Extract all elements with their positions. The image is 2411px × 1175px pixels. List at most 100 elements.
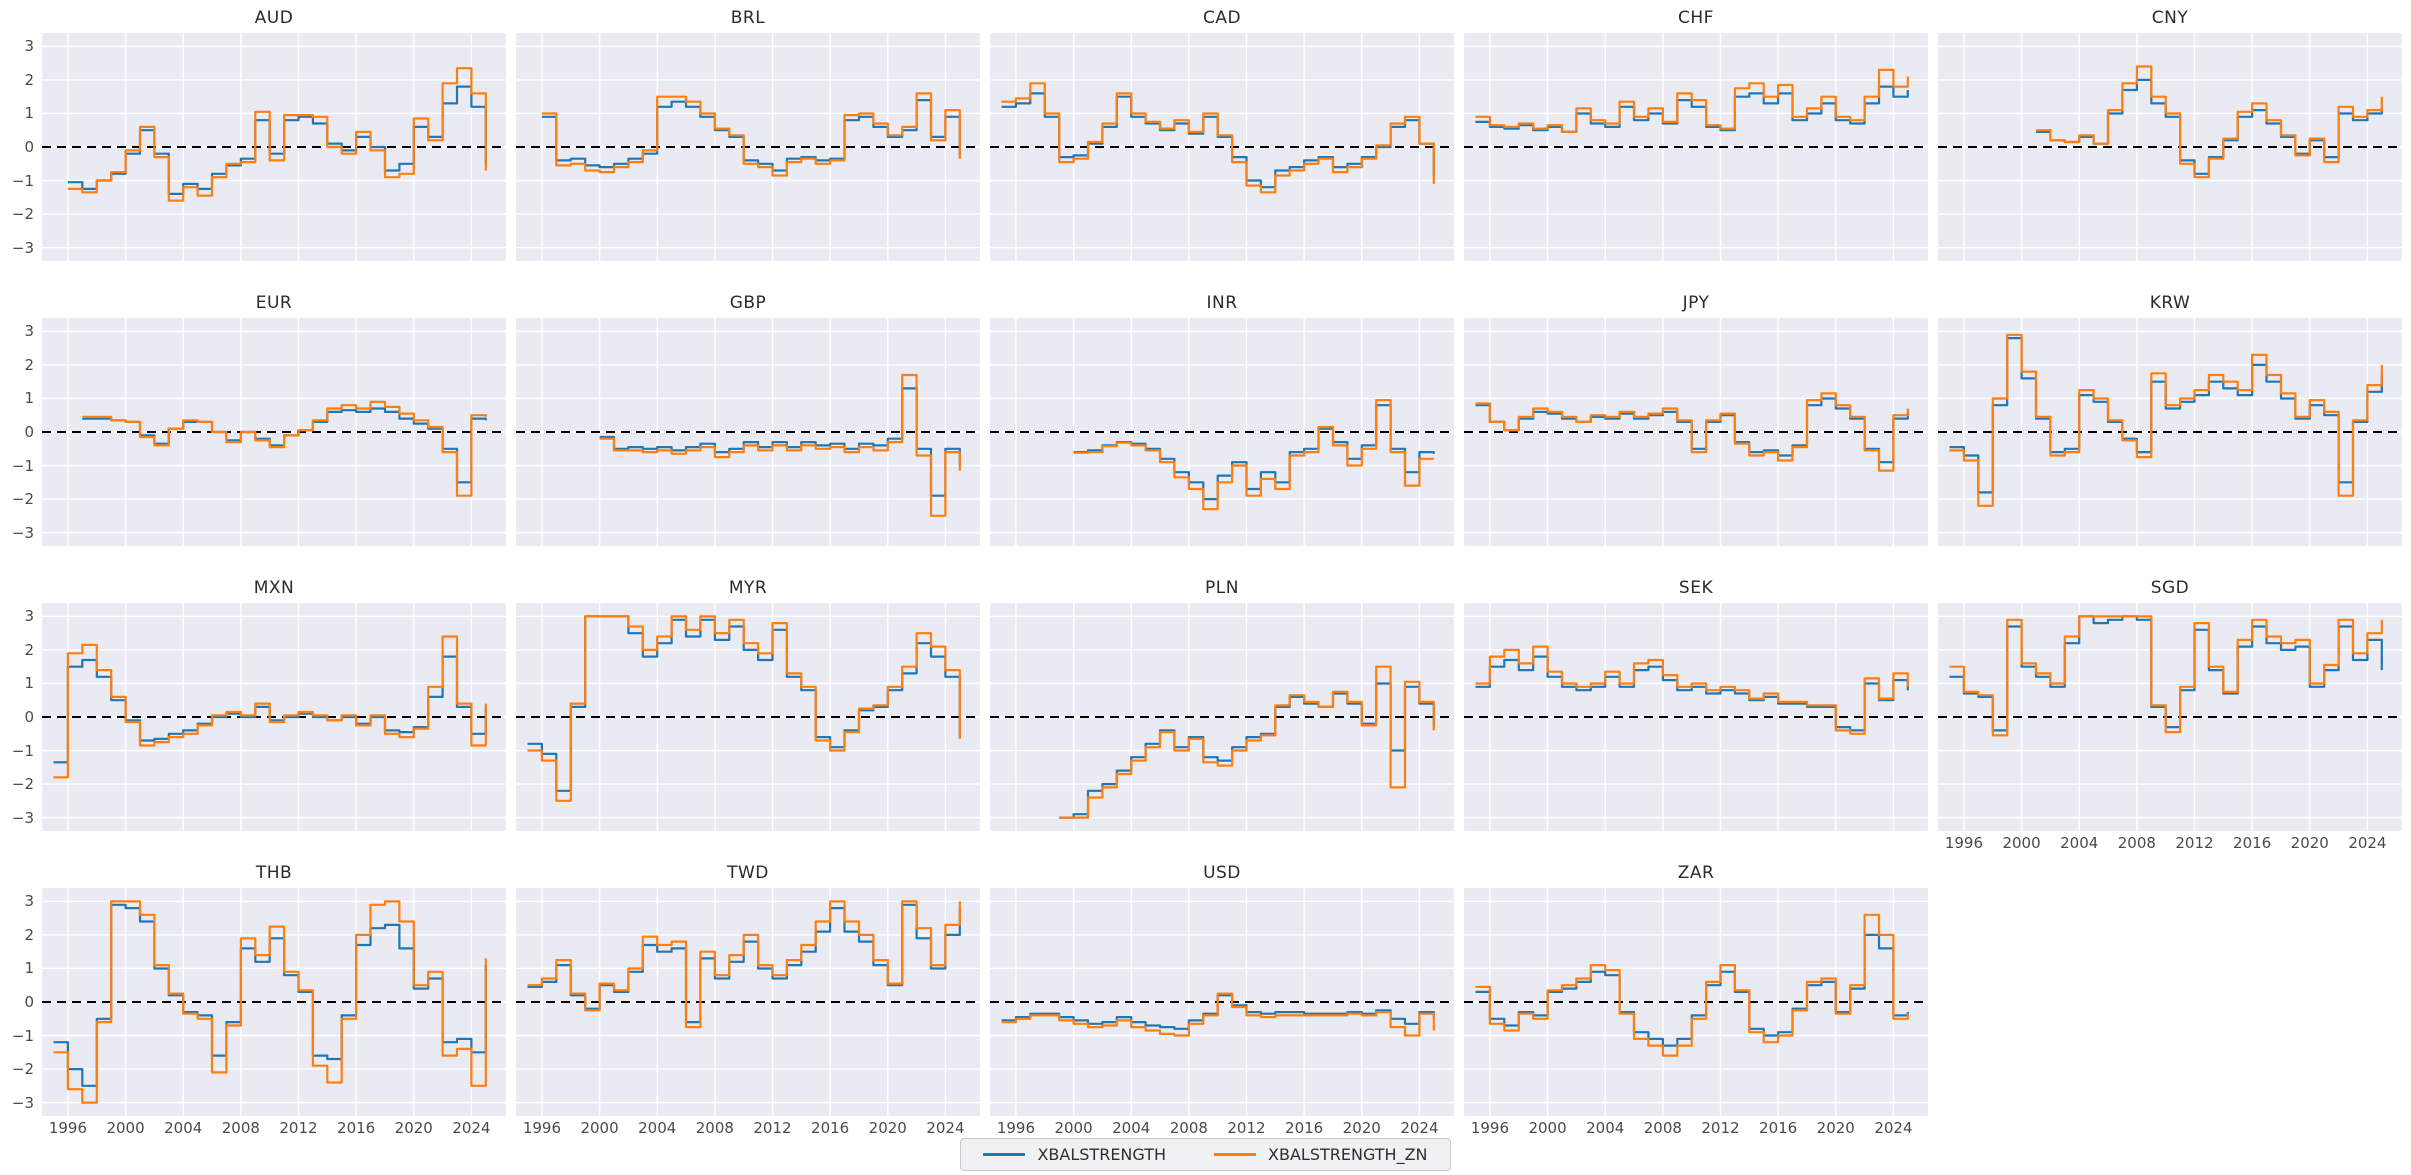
- x-tick-label: 2004: [638, 1119, 677, 1137]
- chart-canvas: [516, 888, 980, 1116]
- x-axis-labels: [516, 261, 980, 281]
- series-line-xbalstrength: [1950, 338, 2382, 492]
- x-tick-label: 2024: [926, 1119, 965, 1137]
- y-tick-label: 1: [24, 674, 34, 693]
- series-line-xbalstrength_zn: [1476, 915, 1908, 1056]
- plot-area: [516, 33, 980, 261]
- charts-grid: AUD 3 2 1 0 −1 −2 −3 BRL CAD CHF CNY EUR 3 2 1 0 −1 −2 −3 GB…: [11, 2, 2402, 1137]
- chart-title: INR: [1206, 293, 1238, 313]
- chart-title: TWD: [727, 863, 769, 883]
- plot-area: [990, 603, 1454, 831]
- chart-canvas: [1464, 33, 1928, 261]
- plot-area: [516, 603, 980, 831]
- series-line-xbalstrength_zn: [1074, 400, 1434, 509]
- y-tick-label: −3: [11, 1093, 34, 1112]
- x-axis-labels: [1464, 261, 1928, 281]
- plot-area: [990, 33, 1454, 261]
- chart-title: KRW: [2149, 293, 2191, 313]
- legend-item-xbalstrength-zn: XBALSTRENGTH_ZN: [1214, 1145, 1428, 1164]
- plot-area: [1938, 603, 2402, 831]
- series-line-xbalstrength_zn: [528, 616, 960, 800]
- chart-title: PLN: [1205, 578, 1239, 598]
- chart-panel-jpy: JPY: [1464, 287, 1928, 572]
- y-tick-label: −3: [11, 808, 34, 827]
- x-axis-labels: [990, 831, 1454, 851]
- chart-title: CHF: [1678, 8, 1714, 28]
- legend-label: XBALSTRENGTH: [1037, 1145, 1167, 1164]
- x-axis-labels: 1996 2000 2004 2008 2012 2016 2020 2024: [1464, 1116, 1928, 1137]
- chart-panel-aud: AUD 3 2 1 0 −1 −2 −3: [12, 2, 506, 287]
- plot-area: [990, 318, 1454, 546]
- x-tick-label: 2024: [452, 1119, 491, 1137]
- y-tick-label: 3: [24, 607, 34, 626]
- legend: XBALSTRENGTH XBALSTRENGTH_ZN: [960, 1138, 1451, 1171]
- chart-canvas: [516, 603, 980, 831]
- x-tick-label: 2016: [337, 1119, 376, 1137]
- plot-area: [516, 318, 980, 546]
- chart-canvas: [42, 33, 506, 261]
- chart-canvas: [1464, 603, 1928, 831]
- plot-area: [1464, 33, 1928, 261]
- plot-area: [1938, 33, 2402, 261]
- x-axis-labels: [1464, 546, 1928, 566]
- series-line-xbalstrength_zn: [600, 375, 960, 516]
- x-axis-labels: [990, 261, 1454, 281]
- series-line-xbalstrength: [68, 87, 486, 194]
- series-line-xbalstrength: [600, 388, 960, 495]
- series-line-xbalstrength_zn: [1002, 994, 1434, 1036]
- x-tick-label: 2020: [1342, 1119, 1381, 1137]
- y-tick-label: 3: [24, 37, 34, 56]
- chart-panel-usd: USD 1996 2000 2004 2008 2012 2016 2020 2024: [990, 857, 1454, 1137]
- y-tick-label: 3: [24, 322, 34, 341]
- x-tick-label: 2000: [2002, 834, 2041, 852]
- y-tick-label: −2: [11, 775, 34, 794]
- y-tick-label: −3: [11, 523, 34, 542]
- x-tick-label: 1996: [1944, 834, 1984, 852]
- chart-canvas: [990, 888, 1454, 1116]
- chart-canvas: [1938, 33, 2402, 261]
- y-tick-label: 2: [24, 640, 34, 659]
- chart-canvas: [1464, 318, 1928, 546]
- x-tick-label: 2000: [1528, 1119, 1567, 1137]
- chart-panel-gbp: GBP: [516, 287, 980, 572]
- series-line-xbalstrength_zn: [1950, 616, 2382, 735]
- plot-area: 3 2 1 0 −1 −2 −3: [12, 603, 506, 831]
- y-tick-label: −2: [11, 205, 34, 224]
- chart-panel-inr: INR: [990, 287, 1454, 572]
- x-axis-labels: 1996 2000 2004 2008 2012 2016 2020 2024: [516, 1116, 980, 1137]
- chart-canvas: [990, 603, 1454, 831]
- x-tick-label: 2024: [2348, 834, 2387, 852]
- x-tick-label: 1996: [996, 1119, 1036, 1137]
- plot-area: [990, 888, 1454, 1116]
- plot-area: [1464, 888, 1928, 1116]
- plot-area: [516, 888, 980, 1116]
- x-tick-label: 1996: [48, 1119, 88, 1137]
- chart-canvas: [42, 603, 506, 831]
- legend-label: XBALSTRENGTH_ZN: [1268, 1145, 1428, 1164]
- plot-area: 3 2 1 0 −1 −2 −3: [12, 888, 506, 1116]
- x-tick-label: 1996: [1470, 1119, 1510, 1137]
- chart-panel-thb: THB 3 2 1 0 −1 −2 −3 1996 2000 2004 2008 2012 2016 202…: [12, 857, 506, 1137]
- y-tick-label: 1: [24, 389, 34, 408]
- x-tick-label: 2004: [1112, 1119, 1151, 1137]
- series-line-xbalstrength: [1002, 93, 1434, 187]
- chart-title: BRL: [730, 8, 766, 28]
- chart-panel-sek: SEK: [1464, 572, 1928, 857]
- x-tick-label: 2000: [106, 1119, 145, 1137]
- y-tick-label: −1: [11, 456, 34, 475]
- x-tick-label: 2024: [1400, 1119, 1439, 1137]
- y-tick-label: 1: [24, 959, 34, 978]
- chart-title: SGD: [2150, 578, 2190, 598]
- x-tick-label: 2012: [1227, 1119, 1266, 1137]
- chart-panel-myr: MYR: [516, 572, 980, 857]
- x-axis-labels: [516, 831, 980, 851]
- chart-panel-twd: TWD 1996 2000 2004 2008 2012 2016 2020 2024: [516, 857, 980, 1137]
- chart-canvas: [42, 318, 506, 546]
- x-tick-label: 2012: [1701, 1119, 1740, 1137]
- y-tick-label: −1: [11, 171, 34, 190]
- x-axis-labels: [1938, 546, 2402, 566]
- x-tick-label: 2016: [811, 1119, 850, 1137]
- x-axis-labels: [1938, 261, 2402, 281]
- chart-canvas: [990, 318, 1454, 546]
